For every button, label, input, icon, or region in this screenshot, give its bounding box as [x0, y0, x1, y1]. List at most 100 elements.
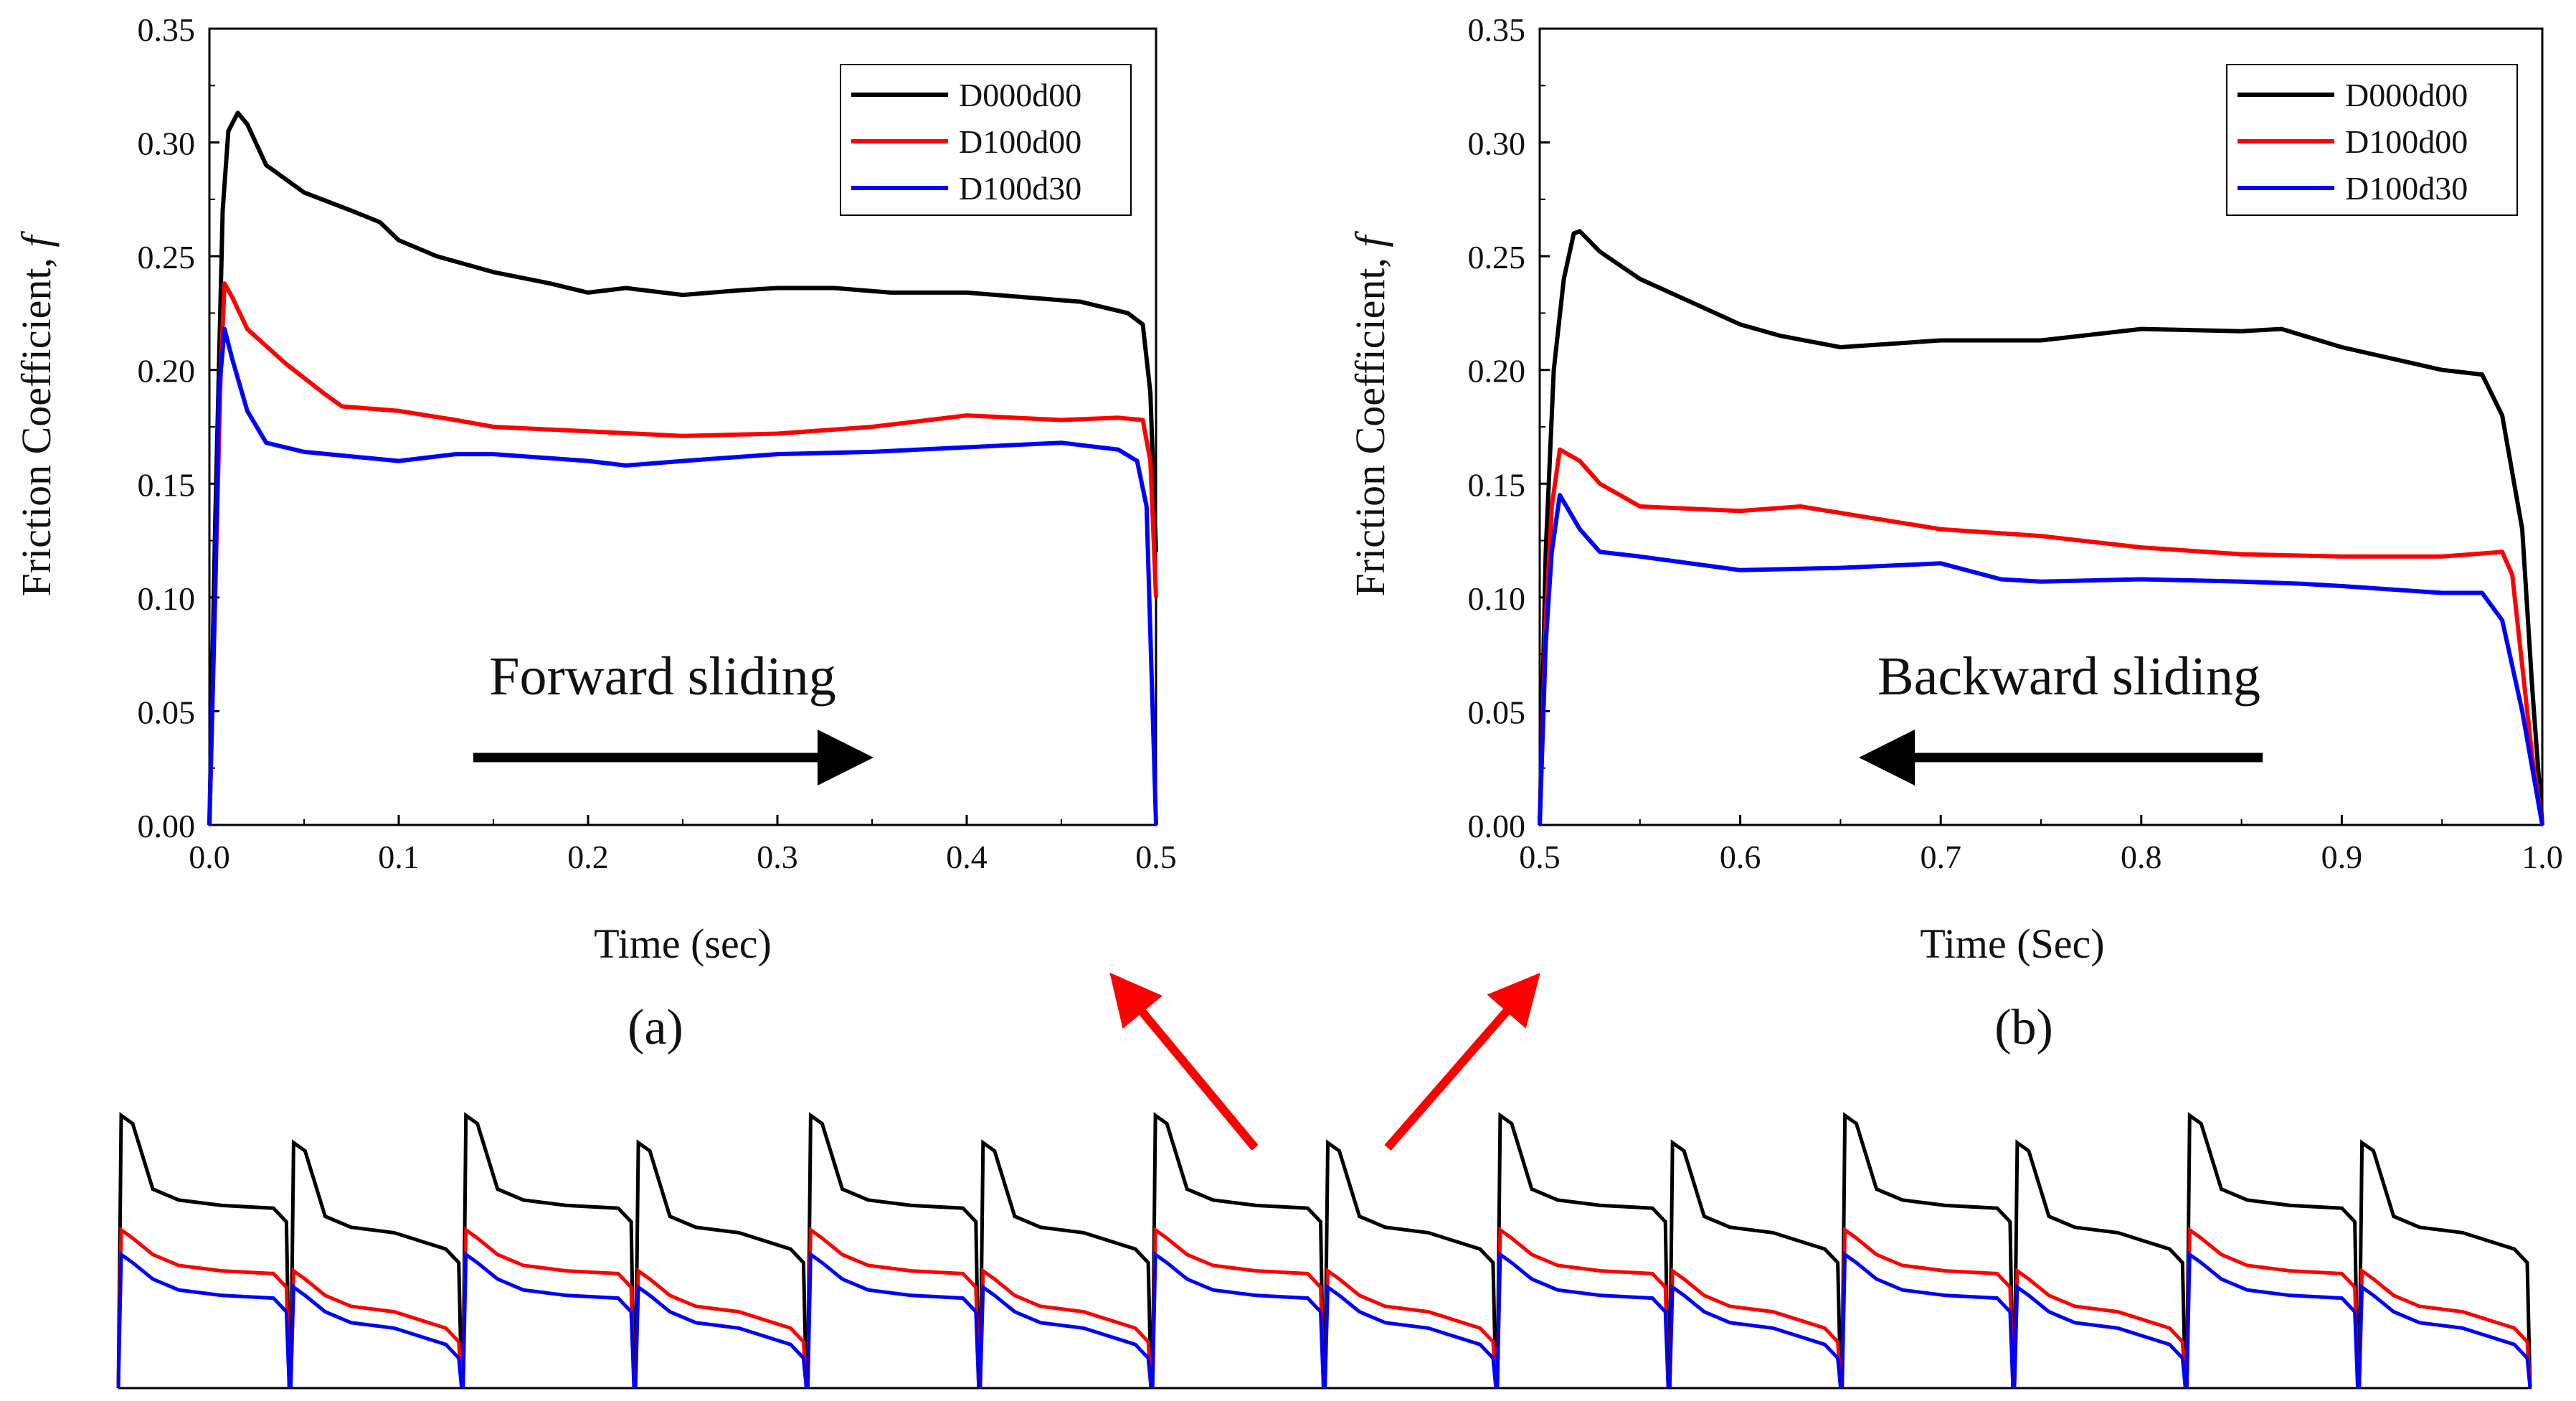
panel-b-xlabel: Time (Sec) — [1920, 920, 2104, 967]
overview-cycle-1-D100d30 — [116, 1251, 291, 1389]
panel-b-y-tick-label: 0.25 — [1468, 239, 1526, 275]
overview-cycle-strip — [116, 1112, 2532, 1390]
panel-b-x-tick-label: 0.8 — [2121, 839, 2162, 875]
panel-a-y-tick-label: 0.25 — [138, 239, 196, 275]
panel-b-chart: 0.00 0.05 0.10 0.15 0.20 0.25 0.30 0.35 0.5 0.6 0.… — [1347, 11, 2563, 1055]
panel-b-y-tick-label: 0.35 — [1468, 11, 1526, 48]
panel-b-legend: D000d00 D100d00 D100d30 — [2226, 64, 2518, 216]
panel-a-x-tick-label: 0.5 — [1135, 839, 1177, 875]
overview-cycle-13-D100d00 — [2184, 1226, 2360, 1389]
panel-a-series-D000d00 — [207, 110, 1158, 826]
panel-a-ylabel: Friction Coefficient, f — [13, 231, 60, 597]
overview-cycle-7-D100d30 — [1150, 1251, 1325, 1389]
panel-a-legend-label-D100d00: D100d00 — [959, 123, 1081, 160]
overview-cycle-3-D000d00 — [461, 1112, 636, 1389]
panel-b-x-tick-label: 0.9 — [2321, 839, 2363, 875]
panel-b-x-tick-label: 0.7 — [1920, 839, 1961, 875]
panel-a-y-tick-label: 0.15 — [138, 466, 196, 503]
overview-cycle-1-D100d00 — [116, 1226, 291, 1389]
overview-cycle-9-D100d30 — [1495, 1251, 1670, 1389]
overview-cycle-3-D100d00 — [461, 1226, 636, 1389]
overview-cycle-8-D100d00 — [1323, 1267, 1498, 1389]
panel-a-legend: D000d00 D100d00 D100d30 — [840, 64, 1132, 216]
overview-cycle-14-D000d00 — [2357, 1139, 2532, 1389]
panel-a-x-tick-label: 0.1 — [378, 839, 420, 875]
panel-b-x-tick-label: 0.6 — [1720, 839, 1761, 875]
panel-b-y-tick-label: 0.15 — [1468, 466, 1526, 503]
panel-a-ylabel-symbol: f — [13, 231, 60, 247]
overview-cycle-8-D100d30 — [1323, 1283, 1498, 1389]
zoom-arrow-to-panel-a — [1109, 972, 1259, 1151]
panel-a-series-D100d00 — [207, 281, 1158, 826]
panel-a-annotation: Forward sliding — [489, 646, 835, 707]
overview-cycle-3-D100d30 — [461, 1251, 636, 1389]
panel-b-y-tick-label: 0.30 — [1468, 126, 1526, 162]
overview-cycle-8-D000d00 — [1323, 1139, 1498, 1389]
panel-b-legend-label-D100d30: D100d30 — [2345, 170, 2468, 207]
overview-cycle-11-D100d30 — [1840, 1251, 2015, 1389]
overview-cycle-9-D000d00 — [1495, 1112, 1670, 1389]
overview-cycle-13-D100d30 — [2184, 1251, 2360, 1389]
panel-b-series-D100d00 — [1538, 447, 2544, 826]
panel-b-x-tick-label: 1.0 — [2521, 839, 2563, 875]
overview-cycle-9-D100d00 — [1495, 1226, 1670, 1389]
panel-b-ylabel-symbol: f — [1347, 231, 1393, 247]
overview-cycle-6-D100d00 — [978, 1267, 1153, 1389]
panel-b-annotation: Backward sliding — [1877, 646, 2260, 707]
overview-cycle-12-D100d00 — [2012, 1267, 2187, 1389]
overview-cycle-7-D100d00 — [1150, 1226, 1325, 1389]
panel-b-legend-label-D000d00: D000d00 — [2345, 77, 2468, 113]
panel-b-series-D000d00 — [1538, 229, 2544, 826]
zoom-arrow-to-panel-b — [1384, 972, 1540, 1151]
panel-b-label: (b) — [1994, 1000, 2053, 1055]
overview-cycle-4-D100d00 — [633, 1267, 808, 1389]
overview-cycle-4-D000d00 — [633, 1139, 808, 1389]
panel-b-legend-label-D100d00: D100d00 — [2345, 123, 2468, 160]
panel-b-y-tick-label: 0.00 — [1468, 808, 1526, 844]
overview-cycle-5-D000d00 — [805, 1112, 981, 1389]
panel-b-ylabel: Friction Coefficient, f — [1347, 231, 1393, 597]
overview-cycle-2-D100d00 — [288, 1267, 464, 1389]
overview-cycle-10-D000d00 — [1667, 1139, 1843, 1389]
panel-a-x-tick-label: 0.4 — [946, 839, 988, 875]
overview-cycle-13-D000d00 — [2184, 1112, 2360, 1389]
overview-cycle-12-D100d30 — [2012, 1283, 2187, 1389]
panel-a-label: (a) — [628, 1000, 683, 1055]
panel-b-y-tick-label: 0.20 — [1468, 353, 1526, 390]
panel-b-ylabel-text: Friction Coefficient, — [1347, 247, 1393, 597]
panel-a-y-tick-label: 0.35 — [138, 11, 196, 48]
panel-b-plot-area: 0.00 0.05 0.10 0.15 0.20 0.25 0.30 0.35 0.5 0.6 0.… — [1468, 11, 2563, 875]
overview-cycle-14-D100d00 — [2357, 1267, 2532, 1389]
panel-a-series-D100d30 — [207, 326, 1158, 826]
overview-cycle-11-D000d00 — [1840, 1112, 2015, 1389]
overview-cycle-5-D100d00 — [805, 1226, 981, 1389]
overview-cycle-5-D100d30 — [805, 1251, 981, 1389]
overview-cycle-11-D100d00 — [1840, 1226, 2015, 1389]
overview-cycle-10-D100d00 — [1667, 1267, 1843, 1389]
panel-a-x-tick-label: 0.3 — [757, 839, 798, 875]
overview-cycle-6-D100d30 — [978, 1283, 1153, 1389]
overview-cycle-2-D100d30 — [288, 1283, 464, 1389]
panel-b-y-tick-label: 0.05 — [1468, 694, 1526, 730]
overview-cycle-4-D100d30 — [633, 1283, 808, 1389]
overview-cycle-2-D000d00 — [288, 1139, 464, 1389]
panel-a-y-tick-label: 0.20 — [138, 353, 196, 390]
panel-a-legend-label-D000d00: D000d00 — [959, 77, 1081, 113]
panel-a-x-tick-label: 0.2 — [567, 839, 609, 875]
panel-a-y-tick-label: 0.30 — [138, 126, 196, 162]
overview-cycle-6-D000d00 — [978, 1139, 1153, 1389]
overview-cycle-14-D100d30 — [2357, 1283, 2532, 1389]
panel-a-chart: 0.00 0.05 0.10 0.15 0.20 0.25 0.30 0.35 0.0 0.1 0.… — [13, 11, 1177, 1055]
panel-a-y-tick-label: 0.05 — [138, 694, 196, 730]
overview-cycle-12-D000d00 — [2012, 1139, 2187, 1389]
panel-a-ylabel-text: Friction Coefficient, — [13, 247, 60, 597]
panel-a-plot-area: 0.00 0.05 0.10 0.15 0.20 0.25 0.30 0.35 0.0 0.1 0.… — [138, 11, 1177, 875]
panel-b-x-tick-label: 0.5 — [1519, 839, 1561, 875]
overview-cycle-7-D000d00 — [1150, 1112, 1325, 1389]
panel-a-y-tick-label: 0.10 — [138, 580, 196, 617]
overview-cycle-10-D100d30 — [1667, 1283, 1843, 1389]
panel-a-y-tick-label: 0.00 — [138, 808, 196, 844]
panel-a-xlabel: Time (sec) — [594, 920, 772, 967]
panel-b-series-D100d30 — [1538, 493, 2544, 826]
